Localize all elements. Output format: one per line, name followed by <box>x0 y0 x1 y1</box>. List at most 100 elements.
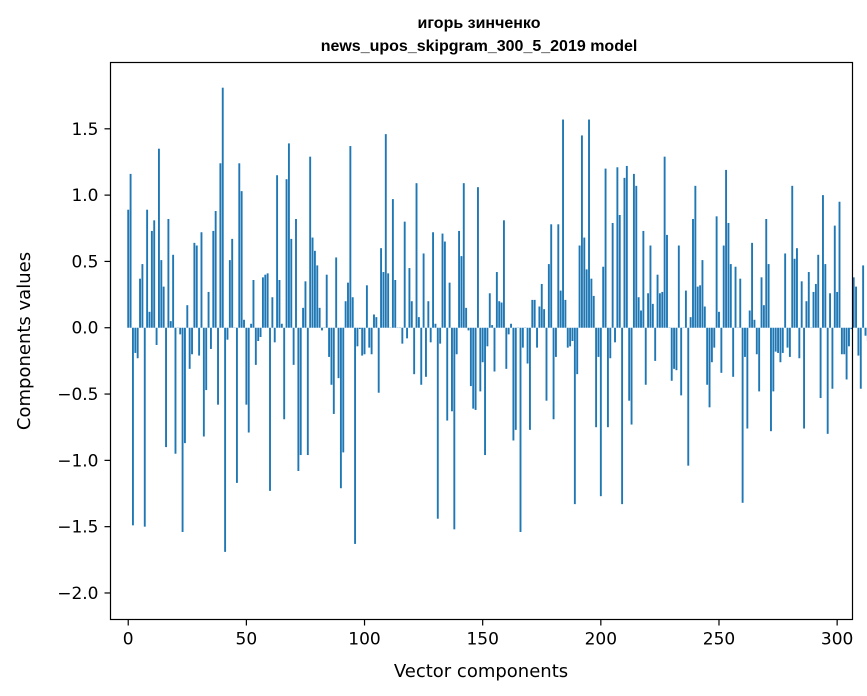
bar-308 <box>855 286 857 328</box>
bar-42 <box>226 327 229 340</box>
bar-184 <box>562 119 564 328</box>
bar-136 <box>448 282 451 328</box>
bar-52 <box>250 323 253 328</box>
bar-170 <box>529 327 531 430</box>
bar-77 <box>309 156 312 328</box>
bar-129 <box>432 232 434 328</box>
bar-247 <box>710 327 713 363</box>
plot-area-frame <box>109 61 854 621</box>
bar-71 <box>295 218 297 328</box>
bar-135 <box>446 327 449 421</box>
bar-122 <box>415 183 418 328</box>
bar-223 <box>654 327 657 361</box>
bar-295 <box>824 264 827 328</box>
bar-132 <box>439 327 442 344</box>
bar-270 <box>765 218 768 328</box>
bar-120 <box>410 301 413 328</box>
bar-88 <box>335 257 338 328</box>
bar-23 <box>181 327 184 532</box>
bar-193 <box>583 237 586 328</box>
bar-118 <box>406 327 409 339</box>
bar-163 <box>512 327 515 441</box>
y-tick-label: 1.0 <box>71 186 98 206</box>
y-tick-label: −1.5 <box>57 518 98 538</box>
bar-61 <box>271 297 274 328</box>
bar-296 <box>826 327 829 434</box>
bar-10 <box>150 230 153 328</box>
bar-106 <box>377 327 380 393</box>
bar-91 <box>342 327 345 453</box>
bar-68 <box>287 143 290 328</box>
bar-148 <box>477 187 479 328</box>
bar-44 <box>231 238 234 328</box>
bar-161 <box>507 327 510 335</box>
bar-280 <box>788 327 791 357</box>
bar-253 <box>725 169 728 328</box>
bar-215 <box>635 185 638 328</box>
bar-239 <box>692 218 694 328</box>
bar-51 <box>247 327 250 433</box>
bar-59 <box>266 273 269 328</box>
bar-15 <box>162 286 165 328</box>
bar-27 <box>191 327 193 355</box>
bar-141 <box>460 256 463 328</box>
y-tick-label: 0.5 <box>71 252 98 272</box>
bar-181 <box>554 327 557 357</box>
bar-169 <box>526 327 529 364</box>
bar-127 <box>427 301 430 328</box>
bar-266 <box>755 327 758 355</box>
bar-178 <box>547 264 550 328</box>
y-axis-ticks: 1.5 1.0 0.5 0.0 −0.5 −1.0 −1.5 −2.0 <box>57 120 111 604</box>
x-axis-ticks: 0 50 100 150 200 250 300 <box>123 619 853 650</box>
bar-131 <box>436 327 439 519</box>
bar-130 <box>434 323 437 328</box>
bar-97 <box>356 327 359 347</box>
bar-84 <box>325 274 328 328</box>
bar-271 <box>767 264 770 328</box>
bar-105 <box>375 317 378 328</box>
bar-85 <box>328 327 331 357</box>
bar-197 <box>592 295 595 328</box>
bar-201 <box>602 266 605 328</box>
bar-219 <box>644 327 647 385</box>
bar-251 <box>720 327 723 373</box>
bar-87 <box>332 327 335 414</box>
bar-205 <box>611 222 614 328</box>
x-tick-label: 150 <box>466 630 498 650</box>
bar-204 <box>609 327 612 359</box>
bar-212 <box>628 327 631 401</box>
bar-144 <box>467 327 470 331</box>
bar-243 <box>701 260 704 328</box>
bar-267 <box>758 327 761 392</box>
bar-138 <box>453 327 456 530</box>
bar-128 <box>429 327 432 343</box>
bar-228 <box>666 234 668 328</box>
bar-244 <box>703 306 706 328</box>
bar-57 <box>261 277 264 328</box>
bar-279 <box>786 327 789 348</box>
bar-188 <box>571 327 574 341</box>
bar-177 <box>545 327 548 401</box>
bar-153 <box>488 293 491 328</box>
bar-143 <box>465 307 468 328</box>
bar-272 <box>770 327 772 432</box>
bar-242 <box>699 285 702 328</box>
bar-154 <box>491 325 494 328</box>
bar-147 <box>474 327 477 410</box>
bar-213 <box>630 327 633 425</box>
bar-256 <box>732 327 735 377</box>
bar-117 <box>403 221 406 328</box>
bar-226 <box>661 291 664 328</box>
bar-285 <box>800 281 803 328</box>
x-tick-label: 200 <box>585 630 617 650</box>
bar-64 <box>278 280 281 328</box>
bar-79 <box>313 250 316 328</box>
bar-190 <box>576 327 579 375</box>
bar-220 <box>647 293 650 328</box>
bar-224 <box>656 274 659 328</box>
chart-title: игорь зинченко <box>418 15 541 32</box>
bar-232 <box>675 327 678 371</box>
bar-198 <box>595 327 598 428</box>
bar-109 <box>384 134 387 328</box>
